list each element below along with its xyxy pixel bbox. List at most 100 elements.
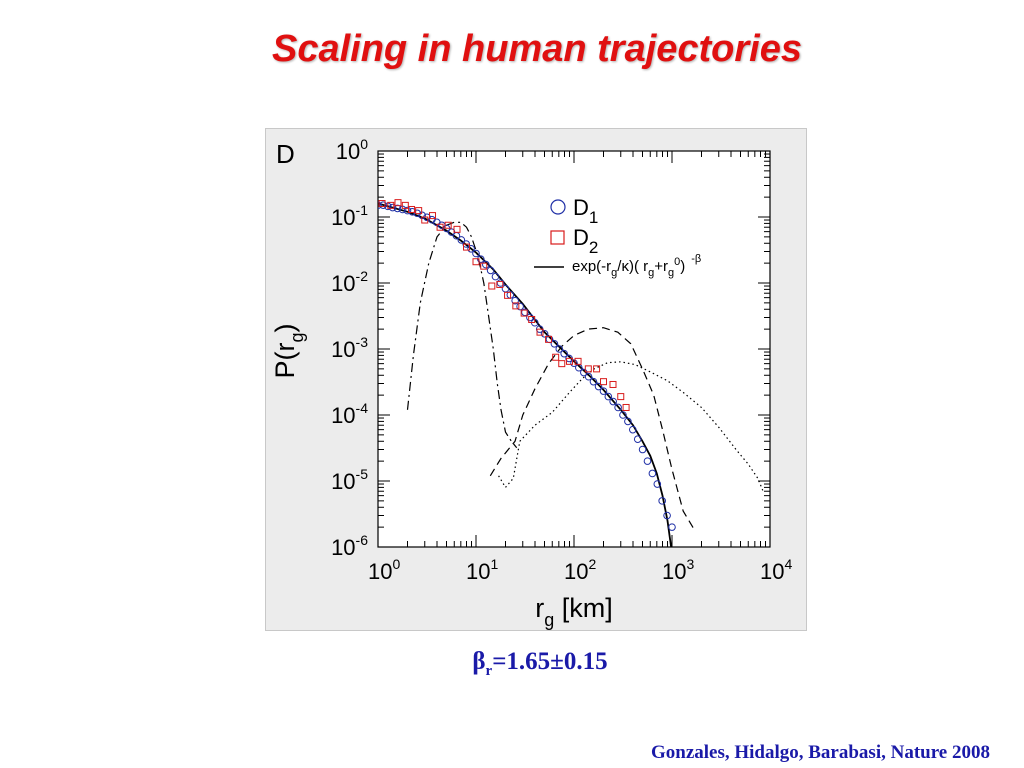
d2-point [512,302,520,310]
d2-point [566,357,574,365]
d1-point [378,201,382,209]
d1-point [599,387,608,395]
model-curves [378,202,764,547]
d2-point [453,225,461,233]
x-tick-label: 103 [662,556,694,584]
d1-point [486,266,495,275]
d1-point [482,260,490,269]
data-markers [378,199,676,531]
d2-point [600,378,608,386]
d1-point [589,377,598,386]
d2-point [496,280,504,288]
d1-point [604,392,613,401]
d2-point [593,365,601,373]
d1-point [457,236,466,244]
d1-point [638,445,647,454]
y-tick-label: 10-5 [331,466,368,494]
d1-point [668,523,676,531]
d1-point [379,201,388,209]
d2-point [558,360,566,368]
plot-area [377,150,771,548]
d1-point [580,368,588,377]
power-law-chart: D 100 101 102 103 104 100 10-1 10-2 10-3 10-4 10-… [270,136,792,630]
d1-point [619,411,627,419]
d2-point [622,403,630,411]
d1-point [653,480,662,488]
y-axis-label: P(rg) [270,323,307,378]
d2-point [472,258,480,266]
d2-point [463,243,471,251]
d1-point [540,329,549,338]
d1-point [560,349,568,358]
d2-point [408,205,416,213]
d2-point [394,199,402,207]
panel-letter: D [276,139,295,169]
d1-point [643,457,652,465]
d1-point [526,313,534,322]
dashed-curve [489,327,696,531]
d1-point [658,497,666,505]
d1-point [633,435,642,443]
d1-point [467,244,475,253]
y-tick-label: 10-3 [331,334,368,362]
dotted-curve [498,361,764,492]
d2-point [528,315,536,323]
figure-panel: D 100 101 102 103 104 100 10-1 10-2 10-3 10-4 10-… [265,128,807,631]
x-tick-label: 102 [564,556,596,584]
legend-d1-label: D1 [573,195,598,227]
d1-point [614,403,622,412]
d1-point [663,511,671,520]
d2-point [536,328,544,336]
d2-point [415,207,423,215]
d2-point [584,365,592,373]
d2-point [617,393,625,401]
x-tick-label: 104 [760,556,792,584]
d2-point [552,353,560,361]
d1-point [624,417,632,426]
d2-point [387,201,395,209]
d2-point [504,291,512,299]
d1-point [388,203,397,212]
d1-point [516,302,524,311]
d1-point [521,308,529,317]
d1-point [555,345,564,353]
d2-point [436,223,444,231]
d2-point [480,262,488,270]
d1-point [648,469,657,478]
y-tick-label: 10-2 [331,268,368,296]
x-axis: 100 101 102 103 104 [368,151,792,584]
y-tick-label: 100 [336,136,368,164]
d1-point [584,372,593,381]
d2-point [545,335,553,343]
d1-point [511,296,519,305]
legend-fit-formula: exp(-rg/κ)( rg+rg0) -β [572,253,701,279]
beta-exponent-caption: βr=1.65±0.15 [472,648,608,679]
slide-title: Scaling in human trajectories [271,28,803,70]
legend-circle-marker [550,199,566,215]
y-tick-label: 10-1 [331,202,368,230]
legend-square-marker [550,230,565,245]
x-tick-label: 101 [466,556,498,584]
d2-point [429,212,437,220]
fit-curve [378,202,673,547]
d2-point [574,357,582,365]
d1-point [472,249,480,258]
legend-d2-label: D2 [573,225,598,257]
y-tick-label: 10-4 [331,400,368,428]
d1-point [570,359,578,367]
d2-point [378,200,386,208]
d1-point [403,206,412,215]
d2-point [488,282,496,290]
d1-point [594,382,603,391]
dash-dot-curve [406,221,518,449]
x-axis-label: rg [km] [535,593,613,630]
x-tick-label: 100 [368,556,400,584]
d2-point [444,221,452,229]
d1-point [609,397,617,406]
d2-point [401,201,409,209]
d2-point [520,309,528,317]
d1-point [550,339,559,348]
d2-point [421,216,429,224]
y-axis: 100 10-1 10-2 10-3 10-4 10-5 10-6 [331,136,770,560]
